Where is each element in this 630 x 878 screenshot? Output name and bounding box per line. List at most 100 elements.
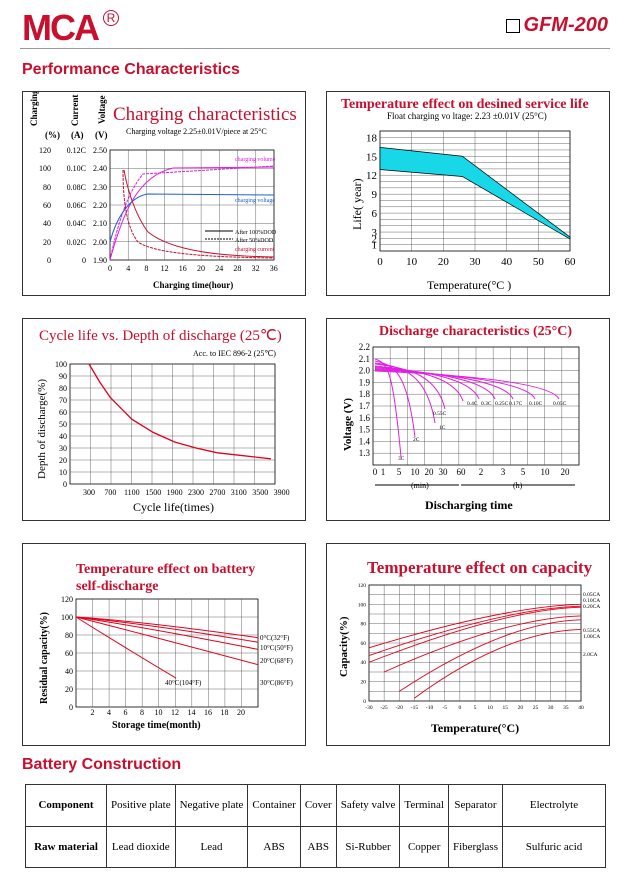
table-row: Raw material Lead dioxide Lead ABS ABS S… bbox=[25, 825, 606, 868]
self-discharge-curve bbox=[75, 616, 259, 643]
discharge-y-tick: 1.9 bbox=[359, 377, 371, 387]
self-discharge-y-tick: 100 bbox=[61, 613, 73, 622]
discharge-y-tick: 2.1 bbox=[359, 354, 370, 364]
charging-volume-label: Charging Volume bbox=[29, 92, 39, 126]
x-tick: 16 bbox=[179, 264, 187, 273]
table-cell: Raw material bbox=[25, 825, 107, 868]
vol-tick: 120 bbox=[39, 146, 51, 155]
vol-unit: (%) bbox=[45, 130, 60, 140]
discharge-x-tick: 5 bbox=[397, 467, 402, 477]
service-life-x-tick: 40 bbox=[501, 256, 513, 268]
discharge-title: Discharge characteristics (25°C) bbox=[379, 324, 572, 339]
h-unit: (h) bbox=[513, 481, 523, 490]
discharge-curve bbox=[374, 362, 436, 424]
cycle-life-chart: Cycle life vs. Depth of discharge (25℃) … bbox=[36, 328, 290, 514]
table-cell: Component bbox=[25, 784, 107, 827]
capacity-x-tick: 10 bbox=[487, 705, 493, 711]
self-discharge-x-tick: 12 bbox=[171, 708, 179, 717]
charging-voltage-curve bbox=[109, 193, 275, 243]
volt-tick: 2.30 bbox=[93, 183, 107, 192]
capacity-x-tick: 5 bbox=[474, 705, 477, 711]
capacity-curve bbox=[414, 628, 582, 699]
capacity-x-tick: 15 bbox=[503, 705, 509, 711]
self-discharge-x-tick: 8 bbox=[140, 708, 144, 717]
capacity-x-tick: -15 bbox=[411, 705, 419, 711]
cur-tick: 0.04C bbox=[67, 219, 86, 228]
discharge-y-tick: 1.3 bbox=[359, 448, 371, 458]
capacity-chart: Temperature effect on capacity 120100806… bbox=[338, 558, 600, 735]
cur-unit: (A) bbox=[71, 130, 84, 140]
discharge-curve bbox=[374, 366, 480, 400]
cur-tick: 0 bbox=[82, 256, 86, 265]
discharge-x-tick: 5 bbox=[521, 467, 526, 477]
table-cell: Separator bbox=[447, 784, 504, 827]
table-cell: Negative plate bbox=[174, 784, 249, 827]
registered-mark: R bbox=[103, 10, 119, 26]
discharge-x-tick: 2 bbox=[479, 467, 484, 477]
discharge-y-tick: 1.4 bbox=[359, 436, 371, 446]
charging-xlabel: Charging time(hour) bbox=[153, 280, 233, 290]
cur-tick: 0.12C bbox=[67, 146, 86, 155]
cycle-life-x-tick: 2300 bbox=[188, 488, 204, 497]
table-header-row: Component Positive plate Negative plate … bbox=[25, 784, 606, 827]
capacity-curve bbox=[368, 605, 582, 656]
charging-current-series-label: charging current bbox=[235, 247, 275, 253]
discharge-curve bbox=[374, 370, 560, 400]
cycle-life-x-tick: 300 bbox=[83, 488, 95, 497]
discharge-curve-label: 2C bbox=[413, 437, 420, 443]
discharge-curve bbox=[374, 365, 464, 402]
volt-tick: 2.20 bbox=[93, 201, 107, 210]
charging-chart: Charging Volume Current Voltage (%) (A) … bbox=[29, 58, 297, 290]
cycle-life-y-tick: 30 bbox=[59, 444, 67, 453]
cycle-life-xlabel: Cycle life(times) bbox=[133, 500, 214, 514]
discharge-ylabel: Voltage (V) bbox=[342, 398, 354, 451]
vol-tick: 40 bbox=[43, 219, 51, 228]
discharge-chart: Discharge characteristics (25°C) 2.2 2.1 2… bbox=[342, 324, 580, 512]
x-tick: 32 bbox=[252, 264, 260, 273]
capacity-ylabel: Capacity(%) bbox=[338, 616, 350, 677]
capacity-y-tick: 40 bbox=[361, 660, 367, 666]
capacity-curve-label: 0.10CA bbox=[583, 598, 600, 604]
table-cell: Fiberglass bbox=[447, 825, 504, 868]
discharge-y-tick: 1.5 bbox=[359, 425, 371, 435]
x-tick: 12 bbox=[161, 264, 169, 273]
discharge-curve bbox=[374, 368, 514, 400]
capacity-y-tick: 20 bbox=[361, 680, 367, 686]
capacity-curve-label: 1.00CA bbox=[583, 634, 600, 640]
table-cell: Copper bbox=[399, 825, 449, 868]
cycle-life-y-tick: 90 bbox=[59, 372, 67, 381]
capacity-x-tick: -25 bbox=[380, 705, 388, 711]
discharge-curve bbox=[374, 367, 496, 400]
x-tick: 28 bbox=[233, 264, 241, 273]
vol-tick: 80 bbox=[43, 183, 51, 192]
capacity-curve bbox=[399, 619, 582, 692]
charging-voltage-series-label: charging voltage bbox=[235, 198, 275, 204]
capacity-curve bbox=[383, 615, 582, 673]
table-cell: Si-Rubber bbox=[335, 825, 401, 868]
cycle-life-x-tick: 3900 bbox=[274, 488, 290, 497]
discharge-curve bbox=[374, 358, 402, 458]
volt-unit: (V) bbox=[95, 130, 108, 140]
self-discharge-curve-label: 20°C(68°F) bbox=[260, 657, 293, 665]
cycle-life-x-tick: 1900 bbox=[167, 488, 183, 497]
table-cell: ABS bbox=[247, 825, 301, 868]
discharge-y-tick: 1.8 bbox=[359, 389, 371, 399]
service-life-x-tick: 20 bbox=[438, 256, 450, 268]
discharge-x-tick: 60 bbox=[457, 467, 467, 477]
service-life-x-tick: 0 bbox=[377, 256, 383, 268]
cycle-life-x-tick: 2700 bbox=[209, 488, 225, 497]
x-tick: 36 bbox=[270, 264, 278, 273]
cycle-life-y-tick: 0 bbox=[63, 480, 67, 489]
vol-tick: 0 bbox=[47, 256, 51, 265]
self-discharge-x-tick: 20 bbox=[237, 708, 245, 717]
cycle-life-x-tick: 1500 bbox=[145, 488, 161, 497]
discharge-curve bbox=[374, 360, 416, 438]
capacity-x-tick: -5 bbox=[442, 705, 447, 711]
discharge-curve-label: 0.10C bbox=[529, 401, 543, 407]
header-divider bbox=[20, 48, 610, 49]
capacity-x-tick: 20 bbox=[518, 705, 524, 711]
self-discharge-x-tick: 2 bbox=[91, 708, 95, 717]
legend-50: After 50%DOD bbox=[235, 237, 274, 244]
self-discharge-x-tick: 4 bbox=[107, 708, 111, 717]
capacity-x-tick: 40 bbox=[578, 705, 584, 711]
